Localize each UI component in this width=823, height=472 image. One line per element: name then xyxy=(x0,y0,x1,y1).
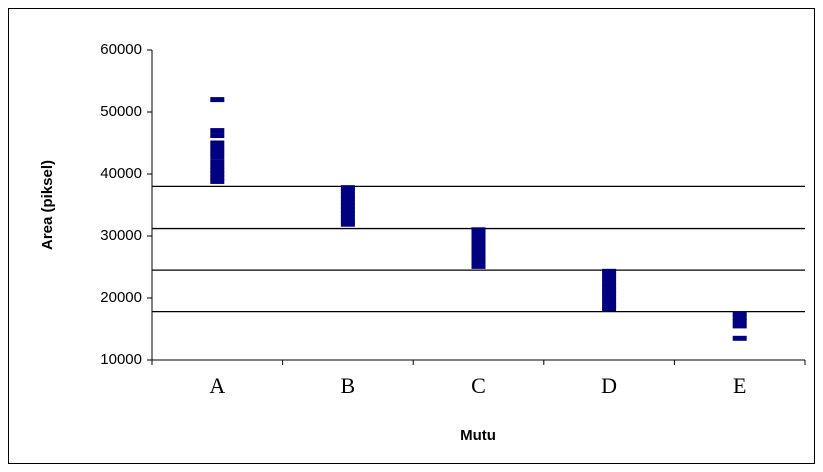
point xyxy=(210,133,225,139)
point xyxy=(602,287,617,293)
point xyxy=(471,253,486,259)
point xyxy=(602,272,617,278)
point xyxy=(732,323,747,329)
point xyxy=(471,260,486,266)
point xyxy=(602,302,617,308)
y-tick-label: 30000 xyxy=(100,227,142,244)
point xyxy=(602,280,617,285)
y-tick-label: 20000 xyxy=(100,289,142,306)
point xyxy=(210,167,225,173)
point xyxy=(602,268,617,274)
point xyxy=(340,214,355,220)
y-axis-label: Area (piksel) xyxy=(39,160,56,250)
point xyxy=(732,315,747,321)
point xyxy=(340,211,355,217)
point xyxy=(471,242,486,248)
point xyxy=(732,335,747,341)
point xyxy=(471,227,486,233)
point xyxy=(732,319,747,325)
y-tick-label: 60000 xyxy=(100,41,142,58)
point xyxy=(471,257,486,263)
point xyxy=(210,159,225,165)
x-tick-label: A xyxy=(209,373,225,398)
y-tick-label: 40000 xyxy=(100,165,142,182)
point xyxy=(210,140,225,146)
point xyxy=(602,291,617,297)
point xyxy=(471,263,486,269)
point xyxy=(602,298,617,304)
point xyxy=(210,178,225,184)
point xyxy=(340,207,355,213)
point xyxy=(602,283,617,289)
point xyxy=(210,145,225,151)
point xyxy=(602,276,617,282)
y-tick-label: 50000 xyxy=(100,103,142,120)
point xyxy=(340,185,355,191)
point xyxy=(340,200,355,206)
point xyxy=(732,311,747,316)
point xyxy=(210,128,225,134)
point xyxy=(471,231,486,237)
point xyxy=(210,154,225,160)
point xyxy=(340,188,355,194)
y-tick-label: 10000 xyxy=(100,351,142,368)
point xyxy=(602,306,617,312)
point xyxy=(210,163,225,169)
point xyxy=(471,245,486,251)
point xyxy=(340,192,355,198)
chart-border xyxy=(8,8,815,464)
x-tick-label: B xyxy=(341,373,356,398)
point xyxy=(471,249,486,255)
point xyxy=(210,175,225,181)
point xyxy=(210,97,225,103)
point xyxy=(340,203,355,209)
x-axis-label: Mutu xyxy=(460,427,496,444)
x-tick-label: E xyxy=(733,373,746,398)
point xyxy=(340,218,355,224)
point xyxy=(340,196,355,202)
x-tick-label: D xyxy=(601,373,617,398)
point xyxy=(210,171,225,177)
point xyxy=(602,294,617,300)
point xyxy=(471,238,486,244)
point xyxy=(210,149,225,155)
point xyxy=(471,234,486,240)
point xyxy=(340,221,355,227)
x-tick-label: C xyxy=(471,373,486,398)
